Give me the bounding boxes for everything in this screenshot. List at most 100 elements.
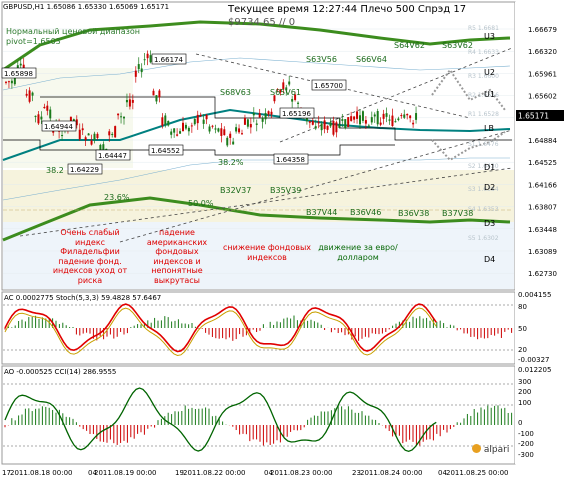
candle-body (317, 122, 320, 124)
price-marker-label: 1.65196 (282, 110, 311, 118)
pivot-level-label: S2 1.6430 (468, 163, 499, 170)
candle-body (90, 140, 93, 145)
candle-body (99, 144, 102, 155)
candle-body (288, 81, 291, 85)
candle-body (255, 123, 258, 125)
candle-body (149, 55, 152, 63)
candle-body (394, 121, 397, 123)
candle-body (220, 128, 223, 136)
candle-body (311, 121, 314, 125)
candle-body (176, 134, 179, 136)
candle-body (125, 99, 128, 103)
candle-body (96, 133, 99, 138)
annotation-philly-index: Очень слабый индекс Филадельфии падение … (52, 228, 128, 285)
candle-body (28, 90, 31, 102)
candle-body (344, 119, 347, 129)
candle-body (46, 105, 49, 111)
candle-body (214, 128, 217, 130)
candle-body (158, 90, 161, 98)
ind2-tick: 200 (518, 388, 531, 396)
candle-body (356, 111, 359, 119)
candle-body (279, 89, 282, 93)
candle-body (31, 92, 34, 96)
price-marker-box (279, 107, 315, 119)
candle-body (84, 137, 87, 141)
candle-body (196, 114, 199, 124)
ind2-tick: 0 (518, 419, 522, 427)
stoch-signal-line (4, 307, 437, 357)
candle-body (211, 125, 214, 127)
fib-label: 23.6% (104, 193, 130, 202)
candle-body (341, 119, 344, 121)
candle-body (72, 119, 75, 122)
candle-body (187, 127, 190, 132)
candle-body (276, 89, 279, 91)
blue-band-upper (2, 57, 511, 91)
channel-level-label: D4 (484, 255, 495, 264)
candle-body (117, 113, 120, 116)
candle-body (146, 53, 149, 59)
candle-body (223, 129, 226, 136)
candle-body (137, 64, 140, 70)
price-tick: 1.64166 (528, 181, 557, 189)
candle-body (249, 124, 252, 128)
candle-body (282, 82, 285, 90)
pivot-level-label: R2 1.6556 (468, 92, 499, 99)
candle-body (361, 111, 364, 121)
channel-level-label: U2 (484, 68, 495, 77)
ind2-tick: -200 (518, 440, 534, 448)
price-tick: 1.63807 (528, 204, 557, 212)
wave-label: S66V64 (356, 55, 387, 64)
pivot-level-label: S5 1.6302 (468, 235, 499, 242)
wave-label: S63V62 (442, 41, 473, 50)
price-tick: 1.66320 (528, 48, 557, 56)
candle-body (78, 129, 81, 140)
candle-body (105, 148, 108, 150)
candle-body (364, 120, 367, 124)
channel-level-label: D2 (484, 183, 495, 192)
price-tick: 1.63089 (528, 248, 557, 256)
fib-label: 50.0% (188, 199, 214, 208)
price-tick: 1.63448 (528, 226, 557, 234)
price-marker-label: 1.65700 (314, 82, 343, 90)
annotation-eurusd: движение за евро/долларом (318, 243, 398, 262)
candle-body (305, 115, 308, 122)
candle-body (111, 133, 114, 136)
alpari-logo: alpari (472, 444, 509, 455)
price-marker-box (41, 120, 77, 132)
candle-body (128, 99, 131, 107)
candle-body (81, 128, 84, 131)
range-note: Нормальный ценовой диапазон (6, 27, 141, 36)
candle-body (335, 122, 338, 133)
ind2-tick: -100 (518, 430, 534, 438)
ind1-tick: 20 (518, 346, 527, 354)
candle-body (25, 93, 28, 96)
price-tick: 1.62730 (528, 270, 557, 278)
price-marker-label: 1.64447 (98, 152, 127, 160)
channel-level-label: U3 (484, 32, 495, 41)
channel-level-label: LB (484, 124, 494, 133)
lower-envelope (2, 196, 511, 242)
candle-body (37, 114, 40, 124)
candle-body (49, 109, 52, 119)
time-tick: 04 (88, 469, 97, 477)
price-marker-label: 1.64552 (151, 147, 180, 155)
time-tick: 17 (2, 469, 11, 477)
annotation-indices-decline: снижение фондовых индексов (222, 243, 311, 262)
candle-body (238, 128, 241, 133)
trendline-up-1 (119, 129, 513, 243)
candle-body (229, 133, 232, 138)
cci-line (4, 387, 437, 453)
candle-body (409, 115, 412, 119)
ohlc-values: 1.65086 1.65330 1.65069 1.65171 (46, 3, 170, 11)
time-tick: 2011.08.18 00:00 (10, 469, 73, 477)
candle-body (173, 128, 176, 133)
ind1-tick: -0.00327 (518, 356, 549, 364)
time-tick: 2011.08.19 00:00 (94, 469, 157, 477)
candle-body (326, 125, 329, 130)
alpari-logo-icon (472, 444, 481, 453)
candle-body (353, 116, 356, 120)
candle-body (10, 80, 13, 84)
